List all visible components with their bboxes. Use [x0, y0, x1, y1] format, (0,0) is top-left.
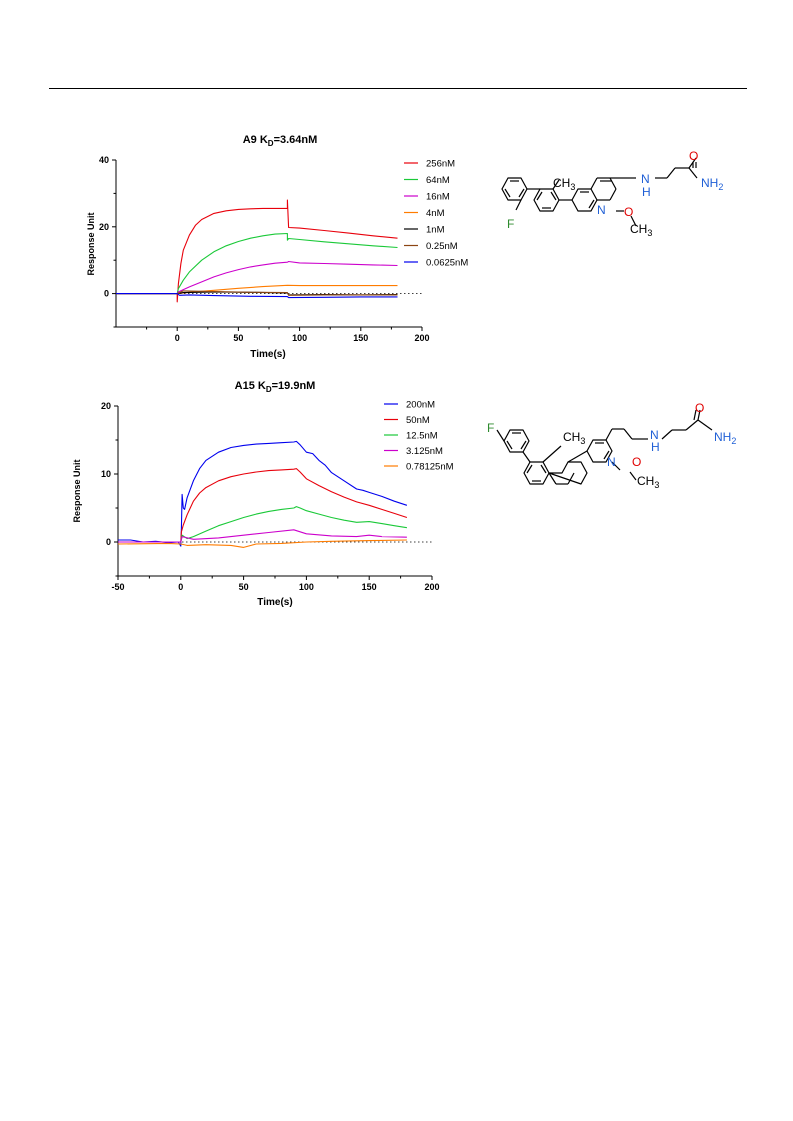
chart-a9-title: A9 KD=3.64nM	[243, 134, 318, 148]
label-amide-o: O	[695, 401, 704, 415]
x-tick-label: -50	[111, 582, 124, 592]
legend-label: 3.125nM	[406, 446, 443, 457]
x-tick-label: 100	[292, 333, 307, 343]
label-amide-o: O	[689, 149, 698, 163]
label-amide-nh2: NH2	[714, 430, 736, 446]
x-tick-label: 200	[424, 582, 439, 592]
label-ether-o: O	[632, 455, 641, 469]
y-tick-label: 0	[104, 289, 109, 299]
y-tick-label: 40	[99, 155, 109, 165]
structure-a15: F CH3 N N H O NH2 O CH3	[487, 401, 736, 490]
series-line-16nM	[116, 260, 398, 295]
x-tick-label: 150	[362, 582, 377, 592]
label-amine-h: H	[642, 185, 651, 199]
series-line-200nM	[118, 440, 408, 547]
label-fluorine: F	[487, 421, 494, 435]
legend-label: 50nM	[406, 415, 430, 426]
label-amide-nh2: NH2	[701, 176, 723, 192]
legend-label: 0.0625nM	[426, 258, 468, 269]
label-pyridine-n: N	[597, 203, 606, 217]
label-pyridine-n: N	[607, 455, 616, 469]
x-tick-label: 50	[239, 582, 249, 592]
chart-a15-title: A15 KD=19.9nM	[235, 380, 316, 394]
label-ether-o: O	[624, 205, 633, 219]
label-ch3: CH3	[563, 430, 585, 446]
legend-label: 16nM	[426, 192, 450, 203]
legend-label: 256nM	[426, 159, 455, 170]
legend-label: 0.25nM	[426, 241, 458, 252]
legend-label: 4nM	[426, 208, 445, 219]
series-line-50nM	[118, 468, 408, 543]
label-fluorine: F	[507, 217, 514, 231]
series-line-0.0625nM	[116, 293, 398, 299]
series-line-12.5nM	[118, 506, 407, 543]
series-line-0.78125nM	[117, 539, 407, 548]
chart-a15-y-label: Response Unit	[72, 459, 82, 522]
series-line-256nM	[116, 199, 398, 303]
x-tick-label: 0	[178, 582, 183, 592]
y-tick-label: 10	[101, 469, 111, 479]
label-amine-n: N	[641, 172, 650, 186]
legend-label: 200nM	[406, 400, 435, 411]
x-tick-label: 50	[233, 333, 243, 343]
header-rule	[49, 88, 747, 89]
label-amine-n: N	[650, 428, 659, 442]
x-tick-label: 150	[353, 333, 368, 343]
x-tick-label: 200	[414, 333, 429, 343]
chart-a15-x-label: Time(s)	[257, 597, 292, 608]
series-line-3.125nM	[118, 529, 407, 543]
label-ether-ch3: CH3	[630, 222, 652, 238]
legend-label: 0.78125nM	[406, 462, 454, 473]
label-ch3: CH3	[553, 176, 575, 192]
y-tick-label: 0	[106, 537, 111, 547]
x-tick-label: 100	[299, 582, 314, 592]
structure-a9: CH3 F N N H O NH2 O CH3	[501, 149, 723, 238]
x-tick-label: 0	[175, 333, 180, 343]
legend-label: 12.5nM	[406, 431, 438, 442]
chart-a9-x-label: Time(s)	[250, 349, 285, 360]
series-line-64nM	[116, 232, 398, 295]
legend-label: 1nM	[426, 225, 445, 236]
y-tick-label: 20	[101, 401, 111, 411]
label-amine-h: H	[651, 440, 660, 454]
y-tick-label: 20	[99, 222, 109, 232]
label-ether-ch3: CH3	[637, 474, 659, 490]
chart-a9-y-label: Response Unit	[86, 212, 96, 275]
legend-label: 64nM	[426, 175, 450, 186]
